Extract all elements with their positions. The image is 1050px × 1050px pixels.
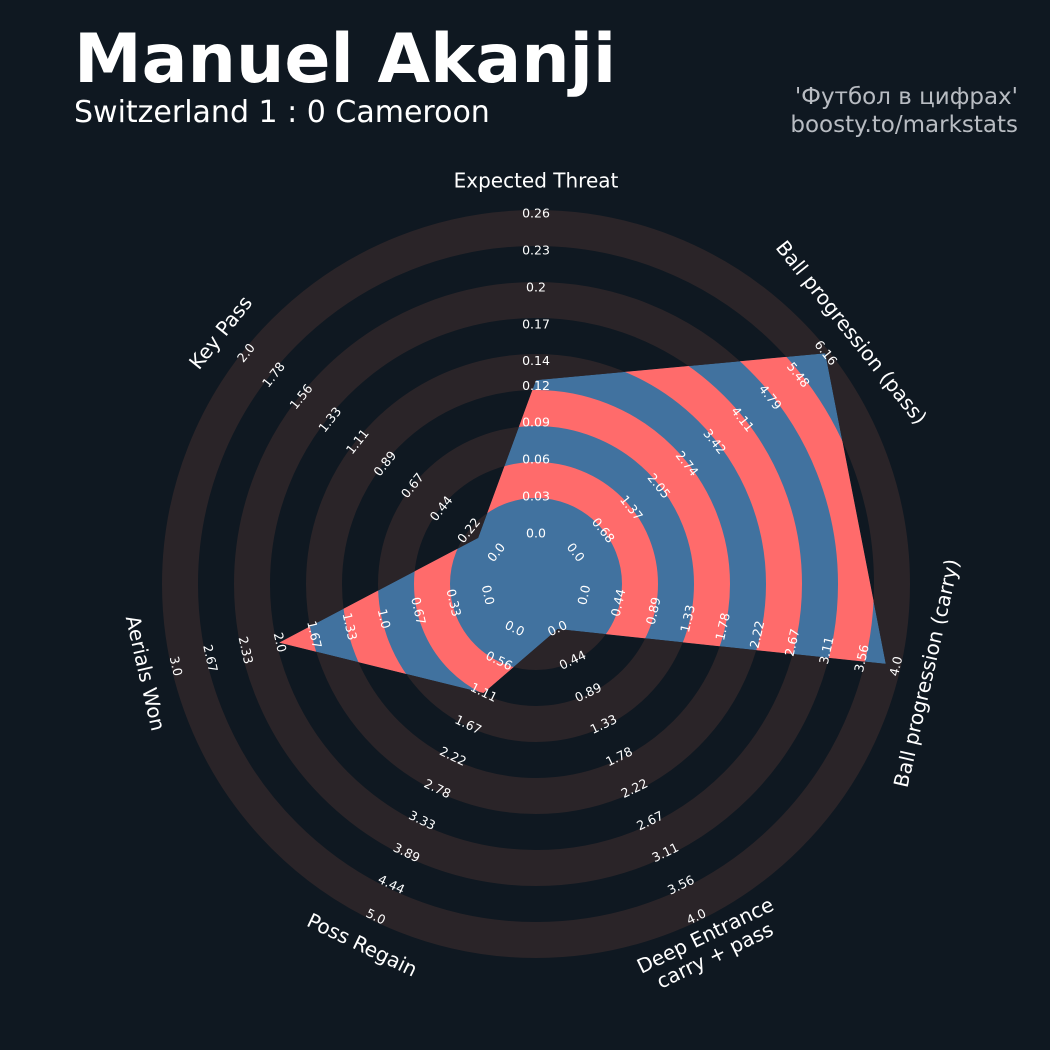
tick-label: 0.03: [522, 489, 550, 504]
tick-label: 0.0: [479, 584, 498, 607]
radar-band: [279, 353, 874, 694]
tick-label: 0.17: [522, 316, 550, 331]
tick-label: 3.56: [851, 643, 872, 674]
tick-label: 2.67: [200, 643, 221, 673]
tick-label: 0.0: [574, 584, 593, 607]
tick-label: 1.33: [340, 611, 361, 641]
tick-label: 3.11: [816, 635, 837, 665]
tick-label: 3.0: [167, 655, 186, 678]
tick-label: 0.23: [522, 242, 550, 257]
tick-label: 0.44: [608, 587, 629, 618]
tick-label: 1.78: [712, 611, 733, 642]
tick-label: 1.67: [304, 619, 325, 649]
tick-label: 0.06: [522, 452, 550, 467]
chart-subtitle: Switzerland 1 : 0 Cameroon: [74, 95, 490, 130]
param-label: Expected Threat: [454, 169, 619, 193]
tick-label: 2.33: [236, 635, 257, 665]
credit: boosty.to/markstats: [790, 112, 1018, 138]
tick-label: 1.33: [677, 603, 698, 633]
ring: [162, 210, 910, 958]
tick-label: 1.0: [375, 607, 394, 630]
tick-label: 0.26: [522, 206, 550, 221]
tick-label: 0.89: [643, 595, 664, 626]
tick-label: 0.14: [522, 353, 550, 368]
tick-label: 0.09: [522, 415, 550, 430]
tick-label: 0.33: [444, 587, 465, 617]
tick-label: 2.0: [271, 631, 290, 654]
chart-title: Manuel Akanji: [74, 20, 616, 99]
tick-label: 4.0: [886, 655, 905, 678]
tick-label: 2.67: [782, 627, 803, 657]
credit: 'Футбол в цифрах': [795, 84, 1018, 110]
tick-label: 2.22: [747, 619, 768, 649]
tick-label: 0.2: [526, 279, 546, 294]
tick-label: 0.12: [522, 378, 550, 393]
tick-label: 0.0: [526, 526, 546, 541]
tick-label: 0.67: [408, 596, 429, 626]
